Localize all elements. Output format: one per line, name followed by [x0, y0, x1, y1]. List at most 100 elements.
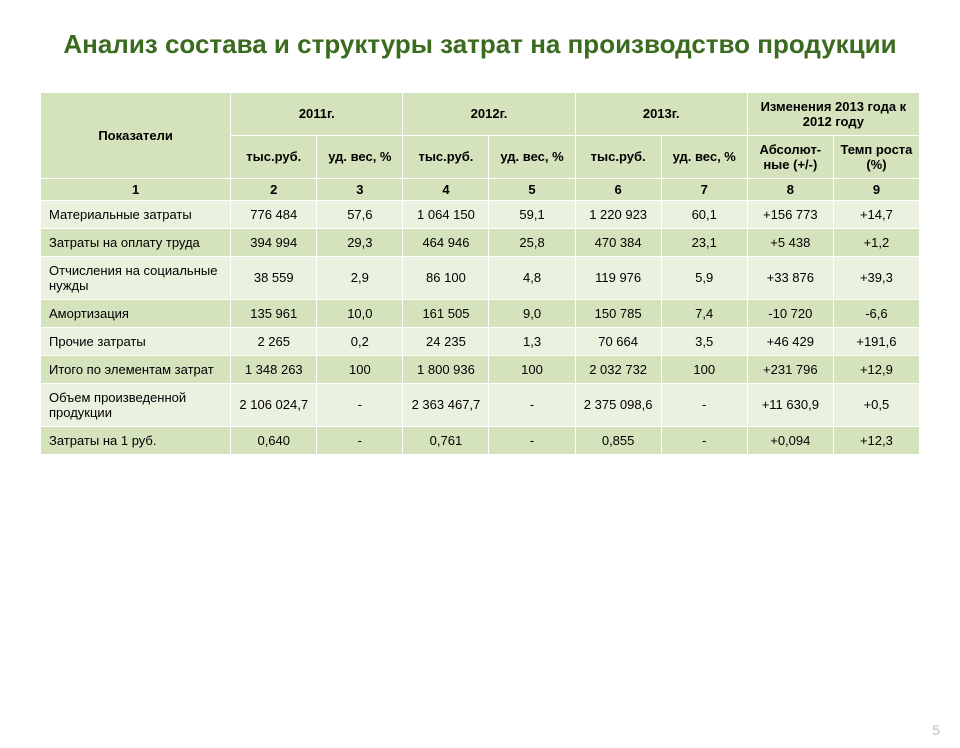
table-row: Материальные затраты776 48457,61 064 150…: [41, 200, 920, 228]
cell-value: +5 438: [747, 228, 833, 256]
column-number: 4: [403, 178, 489, 200]
cell-value: 2 375 098,6: [575, 383, 661, 426]
cell-value: 2 106 024,7: [231, 383, 317, 426]
cell-value: 60,1: [661, 200, 747, 228]
row-label: Прочие затраты: [41, 327, 231, 355]
cell-value: 1 064 150: [403, 200, 489, 228]
cell-value: 135 961: [231, 299, 317, 327]
cell-value: -: [489, 383, 575, 426]
column-number: 1: [41, 178, 231, 200]
cell-value: 0,855: [575, 426, 661, 454]
cell-value: -: [661, 383, 747, 426]
table-row: Прочие затраты2 2650,224 2351,370 6643,5…: [41, 327, 920, 355]
col-y1-rub: тыс.руб.: [231, 135, 317, 178]
cell-value: +231 796: [747, 355, 833, 383]
cell-value: 38 559: [231, 256, 317, 299]
cell-value: -: [489, 426, 575, 454]
page-title: Анализ состава и структуры затрат на про…: [0, 28, 960, 62]
row-label: Материальные затраты: [41, 200, 231, 228]
col-year-2012: 2012г.: [403, 92, 575, 135]
cell-value: 86 100: [403, 256, 489, 299]
col-y2-rub: тыс.руб.: [403, 135, 489, 178]
cell-value: 161 505: [403, 299, 489, 327]
cell-value: -: [317, 383, 403, 426]
slide-number: 5: [932, 722, 940, 738]
cell-value: 1 348 263: [231, 355, 317, 383]
cell-value: 57,6: [317, 200, 403, 228]
col-year-2013: 2013г.: [575, 92, 747, 135]
table-container: Показатели 2011г. 2012г. 2013г. Изменени…: [0, 92, 960, 455]
cell-value: +46 429: [747, 327, 833, 355]
row-label: Амортизация: [41, 299, 231, 327]
cell-value: 3,5: [661, 327, 747, 355]
column-number: 2: [231, 178, 317, 200]
cell-value: 776 484: [231, 200, 317, 228]
cell-value: +191,6: [833, 327, 919, 355]
cell-value: 10,0: [317, 299, 403, 327]
table-row: Амортизация135 96110,0161 5059,0150 7857…: [41, 299, 920, 327]
cell-value: 464 946: [403, 228, 489, 256]
column-number: 9: [833, 178, 919, 200]
cell-value: 70 664: [575, 327, 661, 355]
cell-value: 5,9: [661, 256, 747, 299]
row-label: Затраты на 1 руб.: [41, 426, 231, 454]
cell-value: 2 032 732: [575, 355, 661, 383]
table-row: Затраты на оплату труда394 99429,3464 94…: [41, 228, 920, 256]
col-y3-rub: тыс.руб.: [575, 135, 661, 178]
table-row: Затраты на 1 руб.0,640-0,761-0,855-+0,09…: [41, 426, 920, 454]
cell-value: 470 384: [575, 228, 661, 256]
cell-value: 29,3: [317, 228, 403, 256]
cell-value: 59,1: [489, 200, 575, 228]
cell-value: +12,3: [833, 426, 919, 454]
col-y3-pct: уд. вес, %: [661, 135, 747, 178]
table-body: 123456789Материальные затраты776 48457,6…: [41, 178, 920, 454]
col-change-group: Изменения 2013 года к 2012 году: [747, 92, 919, 135]
cell-value: 0,640: [231, 426, 317, 454]
cell-value: 100: [489, 355, 575, 383]
cost-structure-table: Показатели 2011г. 2012г. 2013г. Изменени…: [40, 92, 920, 455]
cell-value: 1,3: [489, 327, 575, 355]
column-number-row: 123456789: [41, 178, 920, 200]
cell-value: 1 800 936: [403, 355, 489, 383]
cell-value: 100: [661, 355, 747, 383]
cell-value: +12,9: [833, 355, 919, 383]
row-label: Затраты на оплату труда: [41, 228, 231, 256]
cell-value: 119 976: [575, 256, 661, 299]
col-abs: Абсолют-ные (+/-): [747, 135, 833, 178]
cell-value: 2 363 467,7: [403, 383, 489, 426]
row-label: Объем произведенной продукции: [41, 383, 231, 426]
cell-value: 1 220 923: [575, 200, 661, 228]
cell-value: 0,2: [317, 327, 403, 355]
cell-value: -10 720: [747, 299, 833, 327]
row-label: Итого по элементам затрат: [41, 355, 231, 383]
cell-value: +14,7: [833, 200, 919, 228]
cell-value: -6,6: [833, 299, 919, 327]
cell-value: 7,4: [661, 299, 747, 327]
column-number: 7: [661, 178, 747, 200]
table-row: Отчисления на социальные нужды38 5592,98…: [41, 256, 920, 299]
cell-value: 0,761: [403, 426, 489, 454]
column-number: 8: [747, 178, 833, 200]
cell-value: 100: [317, 355, 403, 383]
column-number: 3: [317, 178, 403, 200]
col-y2-pct: уд. вес, %: [489, 135, 575, 178]
cell-value: +11 630,9: [747, 383, 833, 426]
cell-value: 150 785: [575, 299, 661, 327]
cell-value: +33 876: [747, 256, 833, 299]
col-indicator: Показатели: [41, 92, 231, 178]
cell-value: 4,8: [489, 256, 575, 299]
cell-value: 2,9: [317, 256, 403, 299]
cell-value: +1,2: [833, 228, 919, 256]
cell-value: 2 265: [231, 327, 317, 355]
table-row: Объем произведенной продукции2 106 024,7…: [41, 383, 920, 426]
column-number: 5: [489, 178, 575, 200]
cell-value: 24 235: [403, 327, 489, 355]
cell-value: +0,5: [833, 383, 919, 426]
col-year-2011: 2011г.: [231, 92, 403, 135]
cell-value: 394 994: [231, 228, 317, 256]
cell-value: 23,1: [661, 228, 747, 256]
row-label: Отчисления на социальные нужды: [41, 256, 231, 299]
cell-value: +0,094: [747, 426, 833, 454]
cell-value: -: [661, 426, 747, 454]
table-row: Итого по элементам затрат1 348 2631001 8…: [41, 355, 920, 383]
